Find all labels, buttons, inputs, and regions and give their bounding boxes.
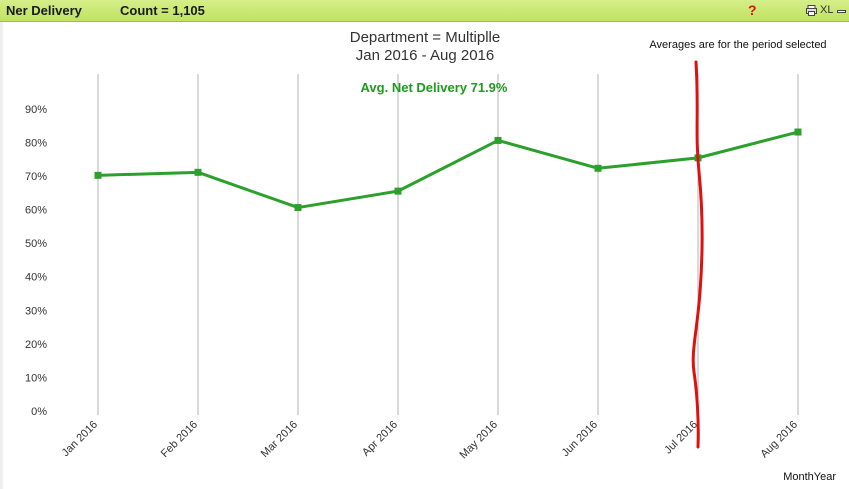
red-marker-annotation (691, 60, 704, 449)
y-tick-label: 0% (31, 406, 47, 418)
data-point (294, 204, 302, 212)
x-axis-ticks: Jan 2016 Feb 2016 Mar 2016 Apr 2016 May 2016… (60, 419, 800, 462)
x-tick-label: Jun 2016 (560, 419, 600, 459)
red-marker-line (691, 60, 704, 449)
chart-subtitle: Jan 2016 - Aug 2016 (356, 47, 494, 64)
y-tick-label: 50% (25, 238, 47, 250)
printer-icon[interactable] (806, 5, 817, 16)
x-tick-label: Feb 2016 (159, 419, 200, 460)
y-axis-ticks: 0% 10% 20% 30% 40% 50% 60% 70% 80% 90% (25, 104, 47, 418)
y-tick-label: 60% (25, 205, 47, 217)
series-net-delivery (94, 128, 802, 212)
export-excel-button[interactable]: XL (820, 4, 834, 16)
help-icon[interactable]: ? (748, 2, 757, 18)
minimize-icon[interactable] (837, 4, 846, 13)
average-annotation: Avg. Net Delivery 71.9% (361, 80, 508, 95)
x-tick-label: Jul 2016 (662, 419, 700, 457)
line-chart: 0% 10% 20% 30% 40% 50% 60% 70% 80% 90% Jan 2016 Fe… (25, 29, 836, 483)
chart-object-title: Ner Delivery (6, 3, 82, 18)
window-left-edge (0, 22, 3, 489)
averages-note: Averages are for the period selected (649, 39, 826, 51)
y-tick-label: 70% (25, 171, 47, 183)
chart-title: Department = Multiplle (350, 29, 500, 46)
y-tick-label: 20% (25, 339, 47, 351)
data-point (194, 168, 202, 176)
x-tick-label: Apr 2016 (360, 419, 400, 459)
y-tick-label: 90% (25, 104, 47, 116)
x-tick-label: May 2016 (457, 419, 500, 462)
y-tick-label: 30% (25, 305, 47, 317)
x-tick-label: Mar 2016 (259, 419, 300, 460)
x-tick-label: Aug 2016 (758, 419, 800, 461)
series-line (97, 130, 799, 210)
x-tick-label: Jan 2016 (60, 419, 100, 459)
x-axis-label: MonthYear (783, 471, 836, 483)
data-point (394, 187, 402, 195)
data-point (94, 171, 102, 179)
record-count: Count = 1,105 (120, 3, 205, 18)
data-point (494, 136, 502, 144)
data-point (794, 128, 802, 136)
y-tick-label: 40% (25, 272, 47, 284)
caption-bar: Ner Delivery Count = 1,105 ? XL (0, 0, 849, 22)
data-point (594, 164, 602, 172)
y-tick-label: 10% (25, 372, 47, 384)
y-tick-label: 80% (25, 137, 47, 149)
